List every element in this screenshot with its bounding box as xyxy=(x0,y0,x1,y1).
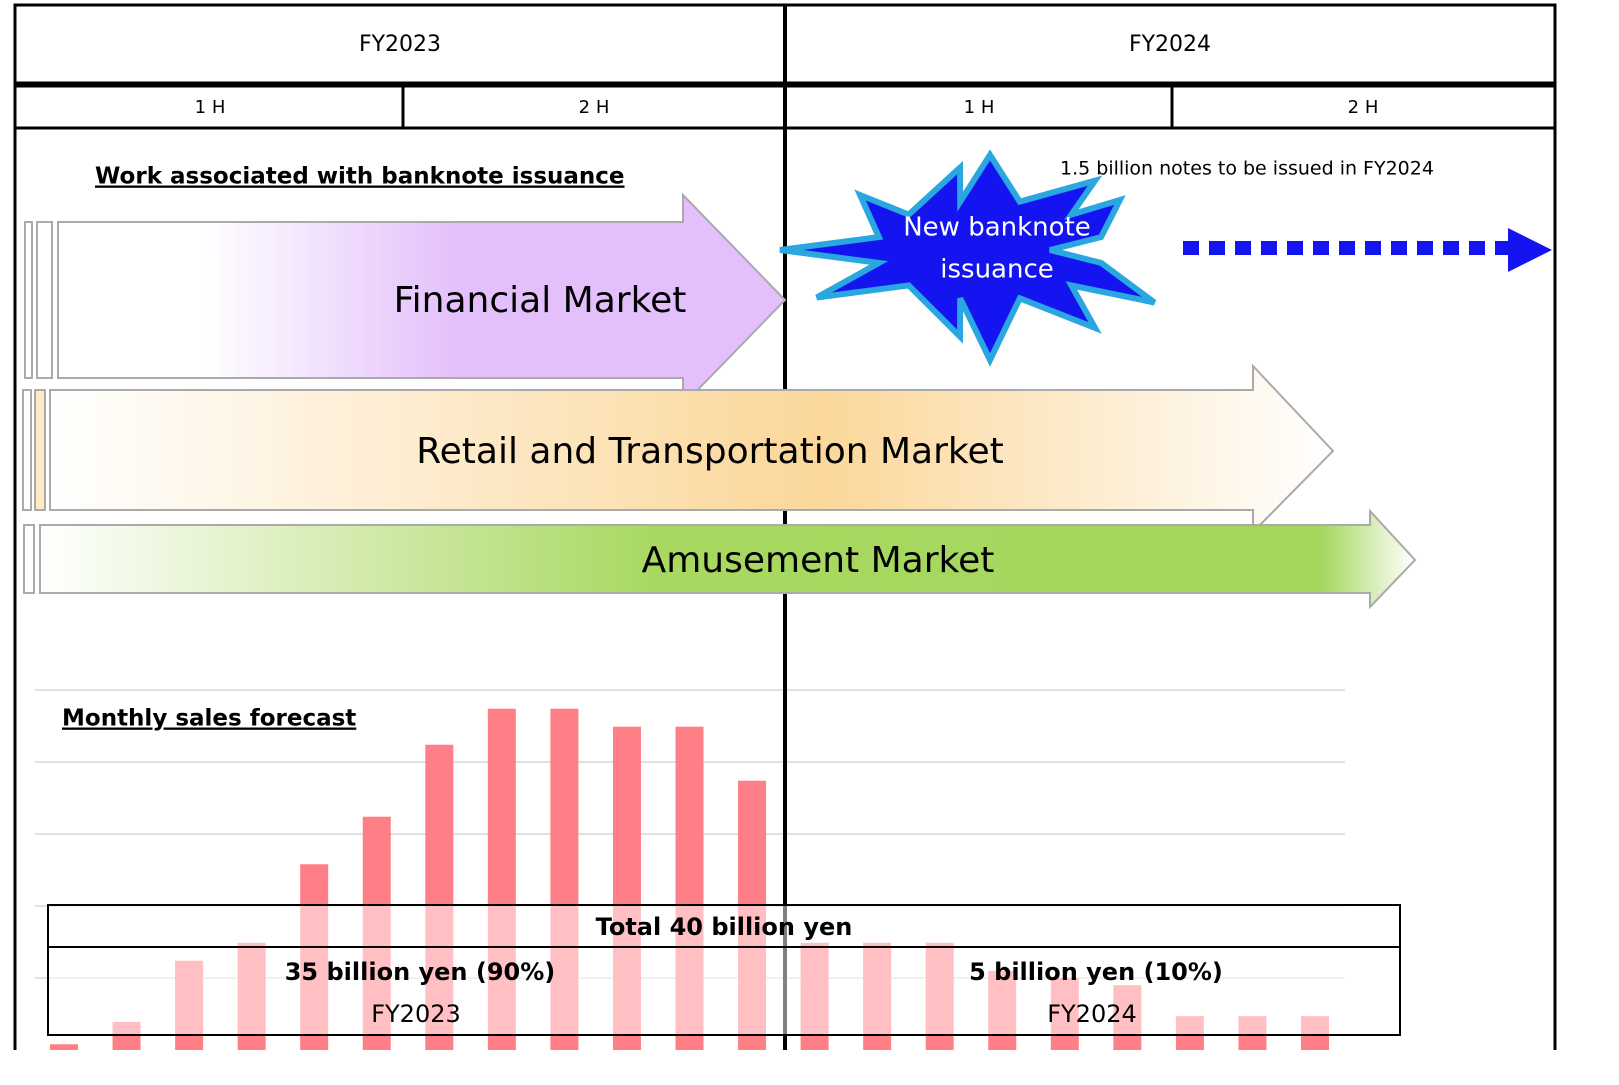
chart-title: Monthly sales forecast xyxy=(62,706,356,732)
arrows xyxy=(22,192,1417,610)
burst xyxy=(779,149,1157,367)
amusement-arrow xyxy=(39,508,1417,610)
market-label: Financial Market xyxy=(394,280,687,321)
year-label: FY2024 xyxy=(1129,32,1211,57)
note: 1.5 billion notes to be issued in FY2024 xyxy=(1060,158,1434,180)
amount: 5 billion yen (10%) xyxy=(969,958,1223,986)
amount: 35 billion yen (90%) xyxy=(285,958,556,986)
section-title: Work associated with banknote issuance xyxy=(95,164,625,190)
half-label: 2 H xyxy=(579,97,610,118)
bar xyxy=(50,1044,78,1050)
half-label: 1 H xyxy=(964,97,995,118)
stripe xyxy=(36,221,53,379)
market-label: Retail and Transportation Market xyxy=(416,431,1003,472)
stripe xyxy=(22,389,32,511)
box xyxy=(47,904,1401,1036)
title-bg xyxy=(55,695,410,740)
financial-arrow xyxy=(57,192,787,408)
stripe xyxy=(23,524,35,594)
stripe xyxy=(34,389,46,511)
total: Total 40 billion yen xyxy=(596,913,853,941)
burst-text: issuance xyxy=(940,255,1054,285)
arrow-head xyxy=(1508,228,1552,272)
market-label: Amusement Market xyxy=(642,540,995,581)
stripe xyxy=(24,221,33,379)
fy-label: FY2023 xyxy=(371,1000,461,1028)
summary-box xyxy=(47,904,1401,1036)
half-label: 2 H xyxy=(1348,97,1379,118)
retail-arrow xyxy=(49,363,1335,535)
half-label: 1 H xyxy=(195,97,226,118)
year-label: FY2023 xyxy=(359,32,441,57)
burst-text: New banknote xyxy=(903,213,1091,243)
fy-label: FY2024 xyxy=(1047,1000,1137,1028)
